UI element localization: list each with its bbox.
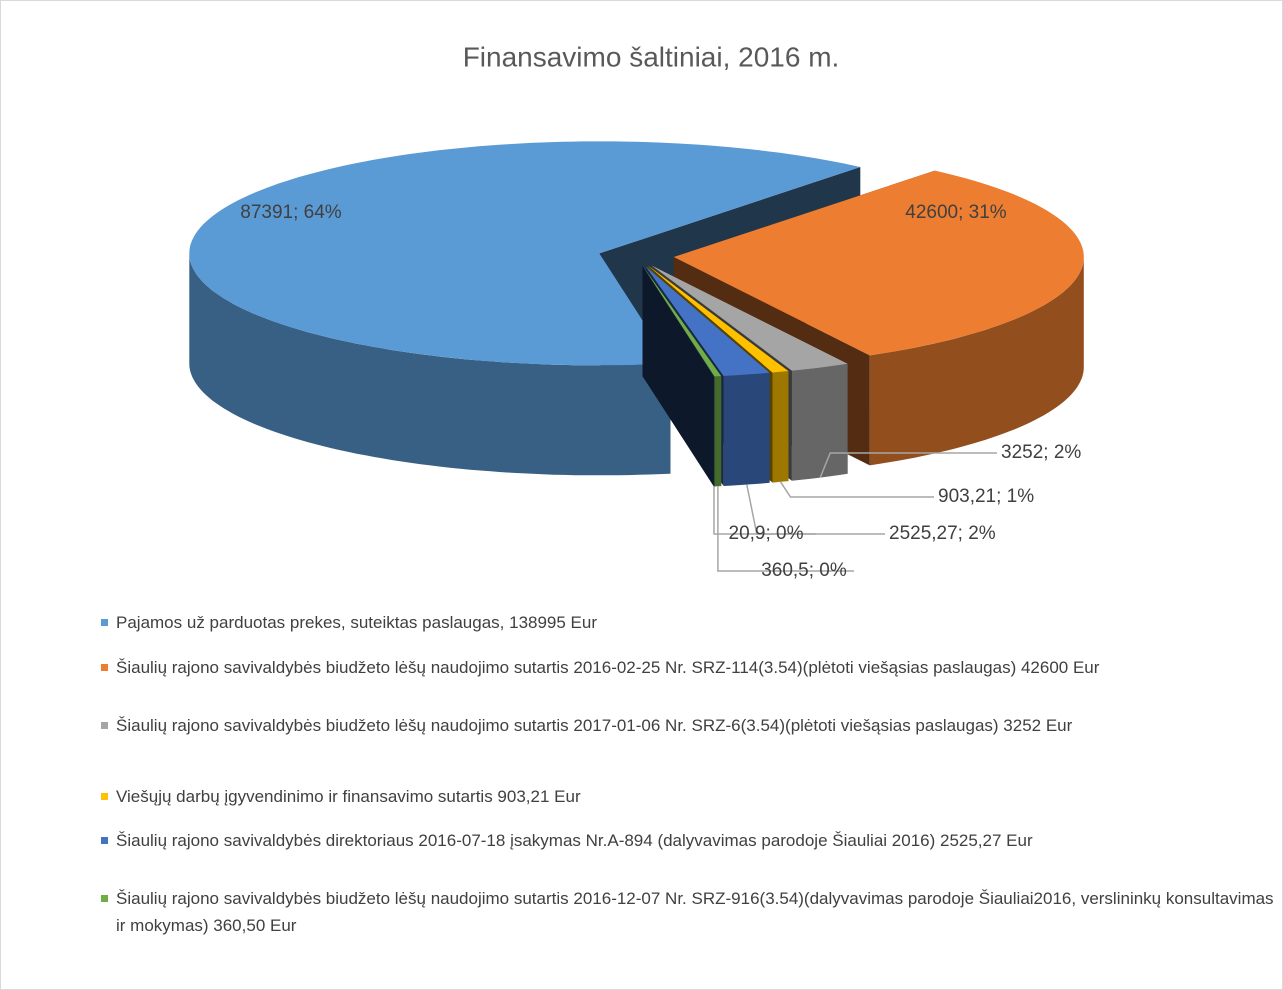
legend-swatch bbox=[101, 722, 108, 729]
data-label: 20,9; 0% bbox=[729, 523, 804, 544]
pie-area: Finansavimo šaltiniai, 2016 m. 87391; 64… bbox=[189, 41, 1084, 581]
leader-line bbox=[779, 481, 934, 498]
legend-swatch bbox=[101, 837, 108, 844]
legend-label: Šiaulių rajono savivaldybės direktoriaus… bbox=[116, 831, 1033, 850]
legend-swatch bbox=[101, 619, 108, 626]
slice bbox=[648, 265, 789, 373]
data-label: 42600; 31% bbox=[905, 202, 1007, 223]
legend-label: Pajamos už parduotas prekes, suteiktas p… bbox=[116, 613, 598, 632]
leader-line bbox=[713, 486, 816, 535]
data-label: 87391; 64% bbox=[240, 202, 342, 223]
slice bbox=[673, 170, 1084, 356]
slice bbox=[642, 266, 722, 377]
legend-entry: Šiaulių rajono savivaldybės direktoriaus… bbox=[101, 827, 1281, 854]
slice-side bbox=[869, 257, 1084, 466]
legend-label: Šiaulių rajono savivaldybės biudžeto lėš… bbox=[116, 889, 1274, 935]
legend-swatch bbox=[101, 664, 108, 671]
data-label: 3252; 2% bbox=[1001, 442, 1081, 463]
data-label: 2525,27; 2% bbox=[889, 523, 996, 544]
slice-side bbox=[723, 372, 770, 486]
slice bbox=[189, 141, 861, 366]
legend-entry: Šiaulių rajono savivaldybės biudžeto lėš… bbox=[101, 654, 1281, 681]
legend-label: Šiaulių rajono savivaldybės biudžeto lėš… bbox=[116, 658, 1100, 677]
data-label: 903,21; 1% bbox=[938, 486, 1034, 507]
legend-swatch bbox=[101, 793, 108, 800]
legend-label: Viešųjų darbų įgyvendinimo ir finansavim… bbox=[116, 787, 581, 806]
slice-side bbox=[714, 376, 722, 487]
slice-side bbox=[189, 253, 671, 476]
legend-entry: Šiaulių rajono savivaldybės biudžeto lėš… bbox=[101, 712, 1281, 739]
slice bbox=[651, 265, 848, 371]
legend-entry: Viešųjų darbų įgyvendinimo ir finansavim… bbox=[101, 783, 1281, 810]
slice-side bbox=[642, 266, 714, 487]
slice bbox=[645, 266, 770, 376]
data-label: 360,5; 0% bbox=[761, 560, 847, 581]
chart-title: Finansavimo šaltiniai, 2016 m. bbox=[463, 41, 840, 72]
leader-line bbox=[819, 452, 997, 478]
legend-entry: Pajamos už parduotas prekes, suteiktas p… bbox=[101, 609, 1281, 636]
legend-label: Šiaulių rajono savivaldybės biudžeto lėš… bbox=[116, 716, 1073, 735]
legend-entry: Šiaulių rajono savivaldybės biudžeto lėš… bbox=[101, 885, 1281, 939]
leader-line bbox=[717, 486, 854, 572]
slice-side bbox=[772, 371, 789, 483]
slice bbox=[642, 266, 715, 377]
slice-side bbox=[791, 363, 848, 481]
legend-swatch bbox=[101, 895, 108, 902]
